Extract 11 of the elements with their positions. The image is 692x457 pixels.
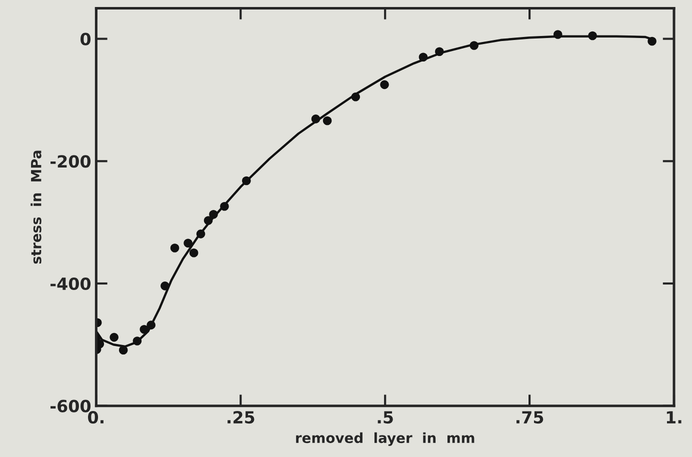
x-tick-label: 1.	[666, 411, 682, 424]
x-tick-label: .5	[378, 411, 393, 424]
y-tick-label: 0	[80, 32, 91, 46]
y-tick-label: -200	[50, 155, 91, 168]
x-tick-label: .25	[228, 410, 254, 424]
y-axis-title: stress in MPa	[30, 150, 42, 264]
x-tick-label: 0.	[88, 410, 104, 424]
y-tick-label: -600	[50, 400, 91, 412]
y-tick-label: -400	[50, 277, 91, 290]
x-tick-label: .75	[516, 411, 544, 424]
x-axis-title: removed layer in mm	[296, 432, 474, 446]
